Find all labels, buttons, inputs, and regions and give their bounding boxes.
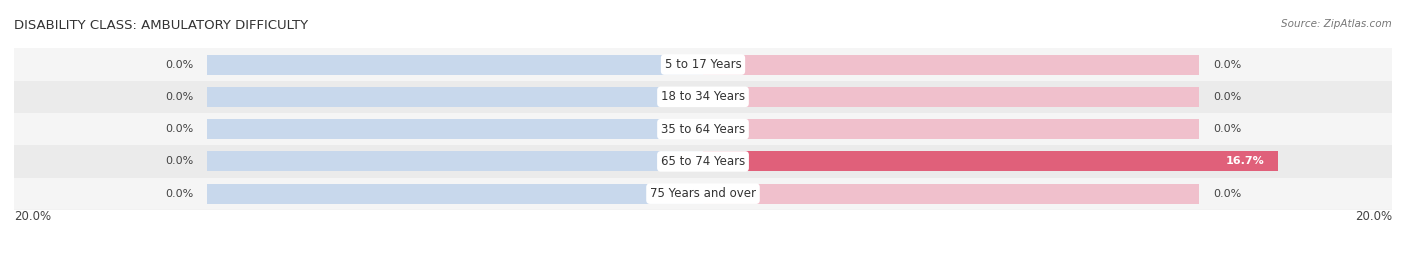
Text: 0.0%: 0.0%: [1213, 59, 1241, 70]
Text: 0.0%: 0.0%: [1213, 92, 1241, 102]
Text: 0.0%: 0.0%: [165, 156, 193, 167]
Bar: [14, 48, 1392, 81]
Text: 5 to 17 Years: 5 to 17 Years: [665, 58, 741, 71]
Bar: [703, 151, 1199, 171]
Text: 16.7%: 16.7%: [1226, 156, 1264, 167]
Text: 35 to 64 Years: 35 to 64 Years: [661, 123, 745, 136]
Text: DISABILITY CLASS: AMBULATORY DIFFICULTY: DISABILITY CLASS: AMBULATORY DIFFICULTY: [14, 19, 308, 32]
Bar: [14, 113, 1392, 145]
Bar: [207, 184, 703, 204]
Bar: [14, 81, 1392, 113]
Text: Source: ZipAtlas.com: Source: ZipAtlas.com: [1281, 19, 1392, 29]
Text: 0.0%: 0.0%: [165, 92, 193, 102]
Bar: [703, 184, 1199, 204]
Text: 0.0%: 0.0%: [1213, 124, 1241, 134]
Text: 0.0%: 0.0%: [165, 189, 193, 199]
Bar: [703, 151, 1278, 171]
Bar: [207, 151, 703, 171]
Text: 75 Years and over: 75 Years and over: [650, 187, 756, 200]
Bar: [14, 145, 1392, 178]
Text: 18 to 34 Years: 18 to 34 Years: [661, 90, 745, 103]
Bar: [703, 87, 1199, 107]
Text: 20.0%: 20.0%: [1355, 210, 1392, 223]
Bar: [703, 119, 1199, 139]
Bar: [207, 119, 703, 139]
Bar: [703, 55, 1199, 75]
Text: 65 to 74 Years: 65 to 74 Years: [661, 155, 745, 168]
Bar: [207, 55, 703, 75]
Text: 20.0%: 20.0%: [14, 210, 51, 223]
Text: 0.0%: 0.0%: [1213, 189, 1241, 199]
Text: 0.0%: 0.0%: [165, 124, 193, 134]
Bar: [14, 178, 1392, 210]
Text: 0.0%: 0.0%: [165, 59, 193, 70]
Bar: [207, 87, 703, 107]
